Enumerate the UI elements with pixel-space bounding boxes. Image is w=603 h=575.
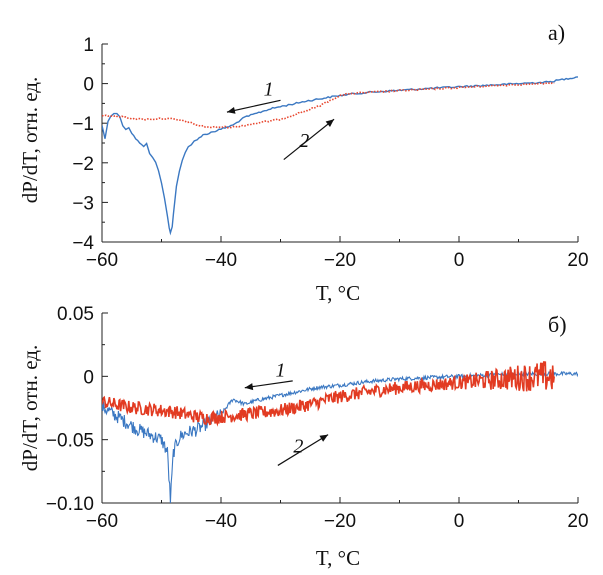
panel-a-xlabel: T, °C	[316, 281, 360, 305]
x-tick-label: −60	[86, 511, 118, 532]
curve-label-2: 2	[293, 435, 303, 457]
y-tick-label: −0.05	[46, 431, 94, 452]
x-tick-label: −60	[86, 250, 118, 271]
curve-arrow-2	[283, 118, 335, 161]
series-1-line	[102, 76, 578, 236]
y-tick-label: −1	[72, 114, 94, 135]
x-tick-label: 20	[567, 511, 588, 532]
x-tick-label: −20	[324, 250, 356, 271]
x-tick-label: 0	[454, 511, 465, 532]
curve-arrow-1	[244, 380, 293, 389]
x-tick-label: 0	[454, 250, 465, 271]
panel-b: б) dP/dT, отн. ед. T, °C −60 −40 −20 0 200.0…	[18, 304, 589, 570]
panel-a-ylabel: dP/dT, отн. ед.	[18, 77, 42, 203]
curve-label-2: 2	[299, 130, 309, 152]
series-1-line	[102, 370, 578, 503]
panel-a: a) dP/dT, отн. ед. T, °C −60 −40 −20 0 20 1 0 −…	[18, 20, 589, 305]
series-2-line	[102, 81, 555, 129]
curve-arrow-1	[226, 99, 281, 113]
y-tick-label: −4	[72, 233, 94, 254]
curve-arrowhead-2	[319, 434, 329, 442]
curve-label-1: 1	[276, 359, 286, 381]
y-tick-label: 0	[83, 75, 94, 96]
curve-arrow-2	[277, 434, 329, 466]
y-tick-label: 1	[83, 35, 94, 56]
y-tick-label: −3	[72, 193, 94, 214]
curve-arrowhead-1	[244, 383, 254, 391]
panel-a-label: a)	[548, 20, 565, 45]
x-tick-label: 20	[567, 250, 588, 271]
y-tick-label: 0	[83, 367, 94, 388]
panel-b-xlabel: T, °C	[316, 546, 360, 570]
curve-label-1: 1	[264, 78, 274, 100]
x-tick-label: −20	[324, 511, 356, 532]
y-tick-label: −2	[72, 154, 94, 175]
panel-b-label: б)	[548, 312, 567, 337]
y-tick-label: 0.05	[57, 304, 94, 325]
panel-b-ylabel: dP/dT, отн. ед.	[18, 345, 42, 471]
series-2-line	[102, 361, 555, 427]
x-tick-label: −40	[205, 250, 237, 271]
curve-arrowhead-1	[226, 106, 236, 114]
x-tick-label: −40	[205, 511, 237, 532]
y-tick-label: −0.10	[46, 494, 94, 515]
curve-arrowhead-2	[325, 119, 335, 127]
